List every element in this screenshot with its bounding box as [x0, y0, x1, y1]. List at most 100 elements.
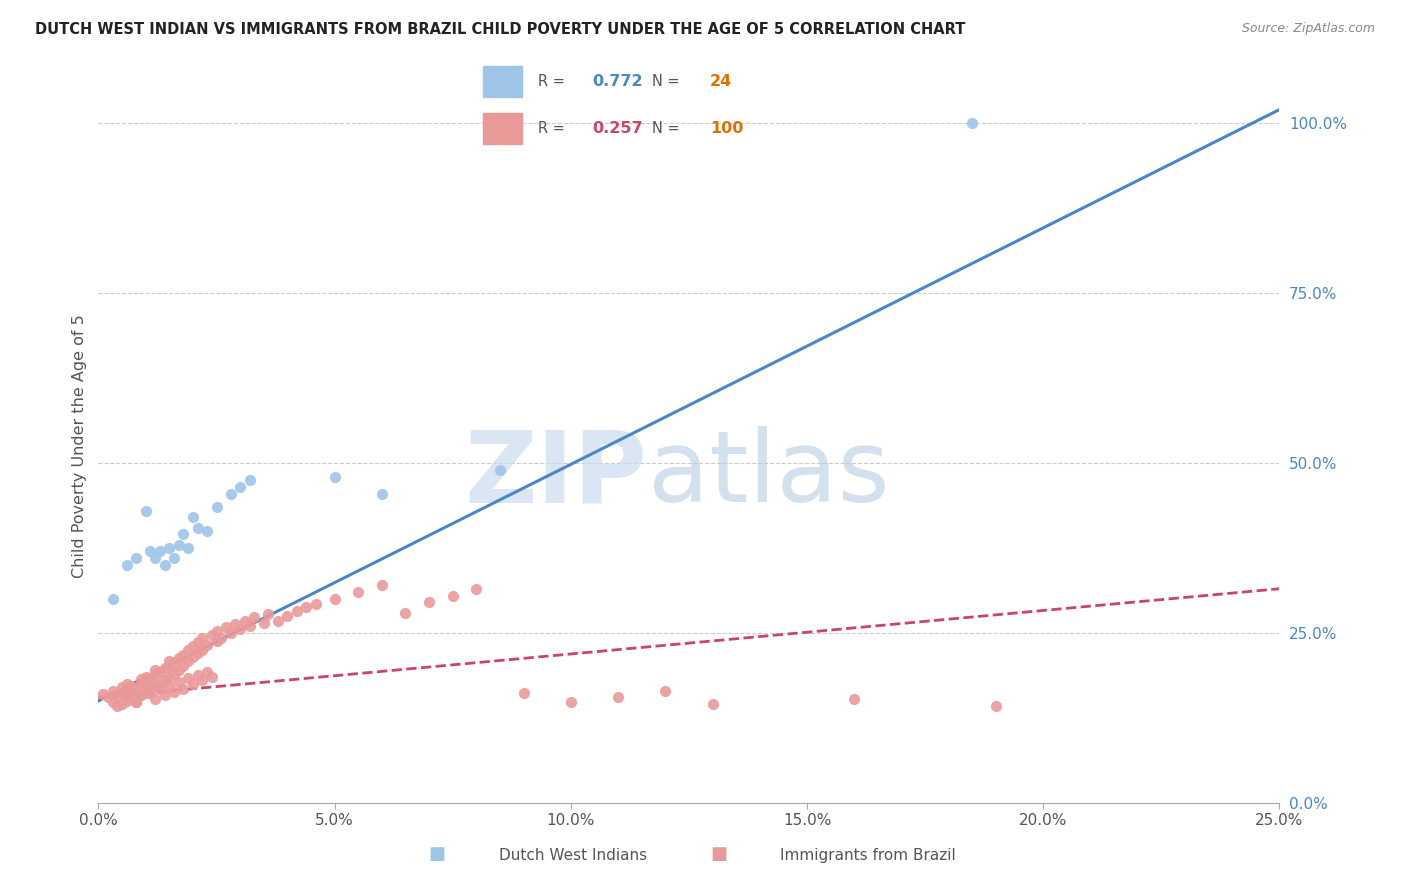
- Point: [129, 687, 152, 701]
- Point: [129, 672, 152, 686]
- Point: [201, 670, 224, 684]
- Point: [418, 595, 440, 609]
- Point: [205, 500, 228, 515]
- Point: [560, 695, 582, 709]
- Point: [105, 699, 128, 714]
- Point: [125, 695, 148, 709]
- Point: [129, 677, 152, 691]
- Point: [195, 665, 218, 679]
- Point: [177, 655, 200, 669]
- Text: N =: N =: [652, 74, 685, 88]
- Point: [702, 698, 724, 712]
- Point: [347, 585, 370, 599]
- Point: [135, 670, 157, 684]
- Bar: [484, 66, 523, 96]
- Point: [441, 589, 464, 603]
- Point: [143, 692, 166, 706]
- Point: [97, 690, 120, 705]
- Point: [181, 640, 204, 654]
- Point: [177, 643, 200, 657]
- Text: Source: ZipAtlas.com: Source: ZipAtlas.com: [1241, 22, 1375, 36]
- Text: N =: N =: [652, 121, 685, 136]
- Point: [149, 544, 172, 558]
- Point: [101, 695, 124, 709]
- Text: ■: ■: [429, 846, 446, 863]
- Point: [394, 606, 416, 620]
- Point: [115, 558, 138, 572]
- Point: [135, 677, 157, 691]
- Point: [163, 685, 186, 699]
- Point: [121, 679, 143, 693]
- Point: [153, 673, 176, 688]
- Point: [229, 623, 252, 637]
- Point: [167, 674, 190, 689]
- Point: [323, 591, 346, 606]
- Point: [465, 582, 488, 596]
- Point: [239, 619, 262, 633]
- Point: [163, 655, 186, 669]
- Text: ZIP: ZIP: [465, 426, 648, 523]
- Point: [191, 673, 214, 688]
- Bar: [484, 113, 523, 144]
- Point: [139, 686, 162, 700]
- Point: [167, 663, 190, 677]
- Text: Immigrants from Brazil: Immigrants from Brazil: [780, 848, 956, 863]
- Point: [209, 631, 232, 645]
- Text: ■: ■: [710, 846, 727, 863]
- Point: [195, 524, 218, 538]
- Point: [984, 699, 1007, 714]
- Text: 0.772: 0.772: [592, 74, 643, 88]
- Point: [125, 681, 148, 696]
- Point: [149, 681, 172, 696]
- Text: R =: R =: [537, 121, 569, 136]
- Point: [157, 541, 180, 555]
- Point: [253, 615, 276, 630]
- Point: [215, 620, 238, 634]
- Point: [172, 681, 194, 696]
- Point: [257, 607, 280, 621]
- Point: [101, 591, 124, 606]
- Point: [195, 638, 218, 652]
- Point: [276, 608, 298, 623]
- Point: [285, 604, 308, 618]
- Point: [844, 692, 866, 706]
- Text: 100: 100: [710, 121, 744, 136]
- Point: [233, 614, 256, 628]
- Point: [305, 597, 328, 611]
- Point: [187, 634, 209, 648]
- Point: [143, 668, 166, 682]
- Point: [654, 683, 676, 698]
- Point: [323, 469, 346, 483]
- Point: [135, 686, 157, 700]
- Point: [139, 681, 162, 696]
- Point: [157, 672, 180, 686]
- Text: atlas: atlas: [648, 426, 889, 523]
- Point: [153, 558, 176, 572]
- Point: [187, 520, 209, 534]
- Text: 0.257: 0.257: [592, 121, 643, 136]
- Point: [115, 677, 138, 691]
- Point: [295, 600, 318, 615]
- Point: [115, 689, 138, 703]
- Point: [135, 503, 157, 517]
- Point: [153, 661, 176, 675]
- Text: Dutch West Indians: Dutch West Indians: [499, 848, 647, 863]
- Point: [187, 668, 209, 682]
- Point: [121, 690, 143, 705]
- Point: [205, 634, 228, 648]
- Point: [167, 651, 190, 665]
- Point: [111, 686, 134, 700]
- Text: DUTCH WEST INDIAN VS IMMIGRANTS FROM BRAZIL CHILD POVERTY UNDER THE AGE OF 5 COR: DUTCH WEST INDIAN VS IMMIGRANTS FROM BRA…: [35, 22, 966, 37]
- Point: [219, 486, 242, 500]
- Text: 24: 24: [710, 74, 733, 88]
- Point: [191, 643, 214, 657]
- Text: R =: R =: [537, 74, 569, 88]
- Point: [177, 672, 200, 686]
- Point: [177, 541, 200, 555]
- Point: [512, 686, 534, 700]
- Y-axis label: Child Poverty Under the Age of 5: Child Poverty Under the Age of 5: [72, 314, 87, 578]
- Point: [101, 683, 124, 698]
- Point: [125, 551, 148, 566]
- Point: [201, 628, 224, 642]
- Point: [219, 626, 242, 640]
